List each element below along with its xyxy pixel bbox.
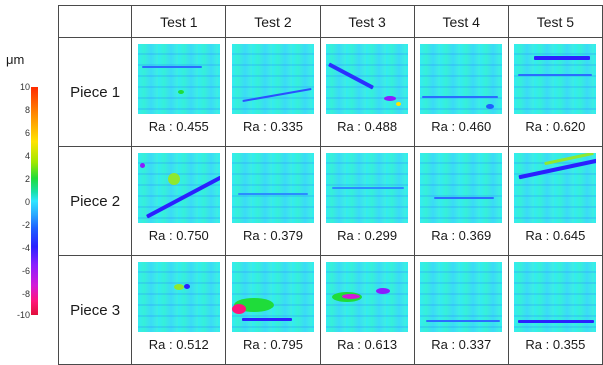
row-label: Piece 3 (57, 255, 133, 365)
sample-cell: Ra : 0.613 (319, 255, 415, 365)
colorbar-legend: μm 10 8 6 4 2 0 -2 -4 -6 -8 -10 (0, 0, 58, 363)
ra-value: Ra : 0.369 (431, 228, 492, 243)
legend-tick: -6 (21, 266, 30, 276)
column-header: Test 1 (131, 5, 227, 38)
surface-image (514, 44, 597, 114)
ra-value: Ra : 0.613 (337, 337, 398, 352)
surface-image (326, 153, 409, 223)
sample-cell: Ra : 0.355 (507, 255, 603, 365)
sample-cell: Ra : 0.455 (131, 37, 227, 147)
column-header: Test 3 (319, 5, 415, 38)
surface-image (231, 153, 314, 223)
surface-image (326, 44, 409, 114)
legend-tick: 8 (24, 105, 30, 115)
column-header: Test 2 (225, 5, 321, 38)
table-row: Piece 3 Ra : 0.512 Ra : 0.795 Ra : 0.613 (57, 255, 603, 365)
legend-tick: 0 (24, 197, 30, 207)
legend-tick: 6 (24, 128, 30, 138)
legend-unit: μm (6, 52, 25, 67)
ra-value: Ra : 0.460 (431, 119, 492, 134)
surface-image (137, 262, 220, 332)
roughness-table: Test 1 Test 2 Test 3 Test 4 Test 5 Piece… (57, 5, 603, 365)
surface-image (137, 44, 220, 114)
ra-value: Ra : 0.750 (148, 228, 209, 243)
colorbar (31, 87, 38, 315)
legend-tick: -8 (21, 289, 30, 299)
sample-cell: Ra : 0.379 (225, 146, 321, 256)
ra-value: Ra : 0.335 (242, 119, 303, 134)
row-label: Piece 2 (57, 146, 133, 256)
sample-cell: Ra : 0.750 (131, 146, 227, 256)
ra-value: Ra : 0.488 (337, 119, 398, 134)
surface-image (514, 153, 597, 223)
legend-tick: -10 (16, 310, 30, 320)
surface-image (420, 44, 503, 114)
ra-value: Ra : 0.512 (148, 337, 209, 352)
ra-value: Ra : 0.299 (337, 228, 398, 243)
sample-cell: Ra : 0.620 (507, 37, 603, 147)
legend-tick: 10 (19, 82, 30, 92)
sample-cell: Ra : 0.335 (225, 37, 321, 147)
sample-cell: Ra : 0.299 (319, 146, 415, 256)
table-row: Piece 1 Ra : 0.455 Ra : 0.335 Ra : 0.488 (57, 37, 603, 147)
sample-cell: Ra : 0.512 (131, 255, 227, 365)
column-header: Test 5 (507, 5, 603, 38)
surface-image (231, 44, 314, 114)
ra-value: Ra : 0.337 (431, 337, 492, 352)
sample-cell: Ra : 0.460 (413, 37, 509, 147)
ra-value: Ra : 0.455 (148, 119, 209, 134)
ra-value: Ra : 0.795 (242, 337, 303, 352)
header-row: Test 1 Test 2 Test 3 Test 4 Test 5 (57, 5, 603, 38)
legend-tick: 4 (24, 151, 30, 161)
sample-cell: Ra : 0.645 (507, 146, 603, 256)
legend-tick: 2 (24, 174, 30, 184)
column-header: Test 4 (413, 5, 509, 38)
corner-cell (57, 5, 133, 38)
sample-cell: Ra : 0.488 (319, 37, 415, 147)
row-label: Piece 1 (57, 37, 133, 147)
sample-cell: Ra : 0.369 (413, 146, 509, 256)
surface-image (137, 153, 220, 223)
ra-value: Ra : 0.379 (242, 228, 303, 243)
surface-image (514, 262, 597, 332)
table-row: Piece 2 Ra : 0.750 Ra : 0.379 Ra : 0.299 (57, 146, 603, 256)
sample-cell: Ra : 0.337 (413, 255, 509, 365)
sample-cell: Ra : 0.795 (225, 255, 321, 365)
legend-tick: -4 (21, 243, 30, 253)
ra-value: Ra : 0.355 (525, 337, 586, 352)
ra-value: Ra : 0.620 (525, 119, 586, 134)
ra-value: Ra : 0.645 (525, 228, 586, 243)
legend-tick: -2 (21, 220, 30, 230)
surface-image (326, 262, 409, 332)
surface-image (231, 262, 314, 332)
surface-image (420, 153, 503, 223)
surface-image (420, 262, 503, 332)
